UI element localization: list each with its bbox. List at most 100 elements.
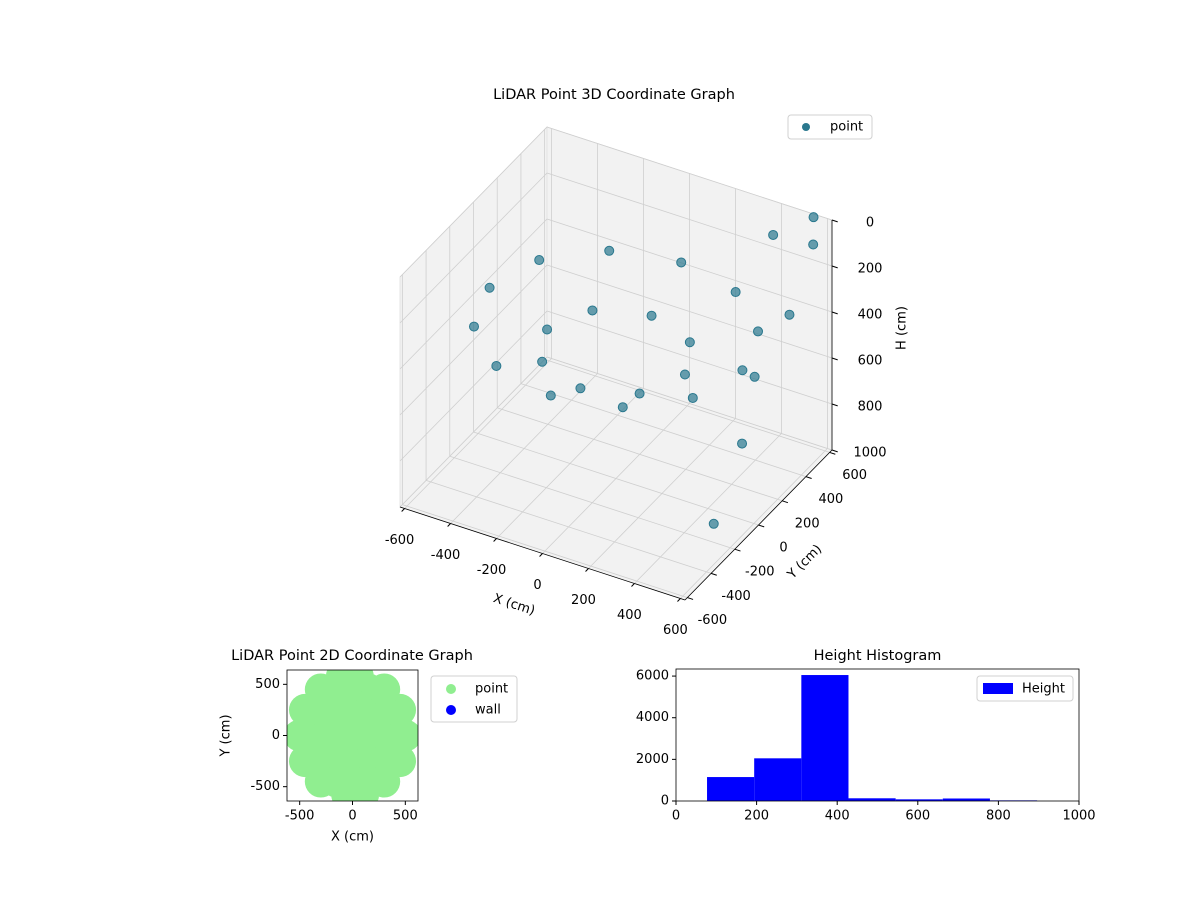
point	[679, 369, 690, 380]
legend-label: Height	[1022, 682, 1065, 697]
grid-line	[546, 218, 833, 313]
x-axis-label: X (cm)	[331, 830, 374, 845]
point	[708, 518, 719, 529]
y-tick-label: -500	[250, 779, 280, 794]
grid-line	[520, 383, 807, 477]
tick-mark	[831, 219, 838, 223]
grid-line	[399, 218, 548, 370]
y-tick-label: 600	[842, 468, 867, 483]
grid-line	[546, 126, 833, 221]
z-axis-label: H (cm)	[895, 306, 910, 350]
y-tick-label: 0	[779, 541, 787, 556]
x-tick-label: -400	[431, 548, 461, 563]
point	[730, 287, 741, 298]
point	[347, 778, 380, 801]
point	[676, 257, 687, 268]
legend-marker	[983, 683, 1013, 694]
x-tick-label: 1000	[1062, 809, 1095, 824]
x-tick-label: 600	[663, 623, 688, 638]
legend-box	[976, 675, 1074, 702]
tick-mark	[687, 597, 694, 600]
z-tick-label: 1000	[853, 446, 886, 461]
tick-mark	[401, 508, 405, 512]
point	[604, 245, 615, 256]
legend-label: point	[475, 682, 508, 697]
point	[468, 321, 479, 332]
point	[749, 371, 760, 382]
chart-title: LiDAR Point 2D Coordinate Graph	[231, 648, 473, 664]
point	[575, 383, 586, 394]
y-tick-label: 200	[795, 516, 820, 531]
point	[587, 305, 598, 316]
legend-marker	[802, 123, 810, 131]
tick-mark	[831, 403, 838, 407]
y-tick-label: -600	[698, 613, 728, 628]
tick-mark	[710, 572, 717, 576]
x-tick-label: 800	[986, 809, 1011, 824]
point	[646, 310, 657, 321]
grid-line	[546, 356, 833, 451]
tick-mark	[831, 357, 838, 361]
tick-mark	[493, 538, 497, 542]
chart-title: Height Histogram	[814, 648, 942, 664]
x-tick-label: 0	[533, 578, 541, 593]
y-axis-label: Y (cm)	[219, 714, 234, 757]
axes-frame	[675, 668, 1080, 802]
tick-mark	[831, 311, 838, 315]
x-tick-label: -600	[385, 533, 415, 548]
point	[341, 670, 374, 693]
y-tick-label: 0	[272, 728, 280, 743]
y-axis-line	[684, 449, 833, 601]
point	[545, 390, 556, 401]
x-axis-line	[399, 506, 686, 601]
tick-mark	[758, 524, 765, 528]
bar	[707, 777, 755, 801]
point	[737, 438, 748, 449]
point	[617, 402, 628, 413]
grid-line	[399, 126, 548, 278]
point	[753, 326, 764, 337]
tick-mark	[831, 265, 838, 269]
point	[491, 360, 502, 371]
legend-label: point	[830, 120, 863, 135]
y-tick-label: 0	[661, 794, 669, 809]
tick-mark	[631, 583, 635, 587]
x-tick-label: 600	[905, 809, 930, 824]
point	[634, 388, 645, 399]
tick-mark	[585, 568, 589, 572]
y-tick-label: 2000	[636, 752, 669, 767]
z-tick-label: 200	[858, 262, 883, 277]
grid-line	[546, 310, 833, 405]
point	[368, 673, 401, 706]
legend-marker	[446, 705, 456, 715]
grid-line	[473, 431, 759, 526]
point	[808, 212, 819, 223]
y-tick-label: 4000	[636, 710, 669, 725]
x-tick-label: 400	[825, 809, 850, 824]
x-tick-label: 200	[744, 809, 769, 824]
grid-line	[399, 264, 548, 416]
point	[684, 337, 695, 348]
tick-mark	[734, 548, 741, 552]
x-tick-label: 200	[571, 593, 596, 608]
grid-line	[449, 455, 735, 550]
y-tick-label: -200	[745, 565, 775, 580]
grid-line	[546, 172, 833, 267]
x-tick-label: 0	[348, 809, 356, 824]
point	[537, 356, 548, 367]
grid-line	[425, 480, 712, 574]
grid-line	[402, 504, 688, 598]
y-tick-label: 400	[819, 492, 844, 507]
x-tick-label: 0	[672, 809, 680, 824]
tick-mark	[782, 500, 789, 504]
tick-mark	[539, 553, 543, 557]
point	[534, 255, 545, 266]
grid-line	[399, 310, 548, 462]
legend-label: wall	[475, 703, 501, 718]
x-tick-label: -200	[477, 563, 507, 578]
bar	[801, 675, 849, 801]
tick-mark	[805, 476, 812, 479]
grid-line	[399, 356, 548, 508]
point	[784, 309, 795, 320]
legend-box	[787, 114, 873, 140]
